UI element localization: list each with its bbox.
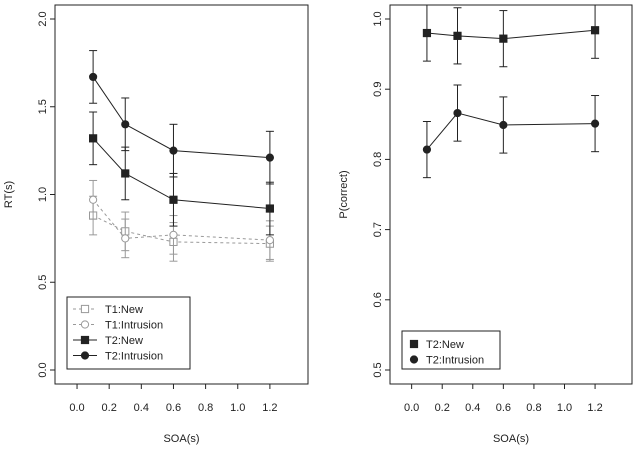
x-tick-label: 1.2: [587, 402, 602, 414]
data-point: [121, 120, 130, 129]
data-point: [422, 145, 432, 154]
legend-box: [401, 330, 501, 370]
series-t2-new: [422, 5, 600, 68]
data-point: [121, 234, 130, 243]
legend-entry: T2:Intrusion: [73, 351, 163, 363]
data-point: [265, 236, 274, 245]
x-tick-label: 0.8: [198, 402, 213, 414]
legend-entry: T1:Intrusion: [73, 320, 163, 332]
x-tick-label: 0.4: [134, 402, 149, 414]
legend-marker: [80, 335, 90, 345]
legend-entry: T2:New: [409, 339, 464, 351]
legend-label: T2:Intrusion: [426, 355, 484, 367]
series-line: [92, 138, 270, 210]
y-tick-label: 0.6: [372, 292, 384, 307]
legend-marker: [80, 351, 90, 360]
y-tick-label: 1.0: [37, 187, 49, 202]
legend-marker: [409, 355, 419, 364]
y-tick-label: 0.5: [37, 275, 49, 290]
x-axis-title: SOA(s): [163, 433, 199, 445]
data-point: [590, 26, 600, 35]
y-axis-title: P(correct): [338, 170, 350, 218]
y-tick-label: 0.5: [372, 362, 384, 377]
data-point: [89, 195, 98, 204]
series-line: [92, 199, 270, 241]
series-line: [92, 76, 270, 159]
y-axis-title: RT(s): [3, 181, 15, 208]
legend-marker: [80, 320, 90, 329]
data-point: [499, 120, 508, 130]
legend: T2:New T2:Intrusion: [401, 330, 501, 370]
x-tick-label: 1.0: [230, 402, 245, 414]
panel-2: 0.5 0.6 0.7 0.8 0.9 1.0 0.0 0.2 0.4 0.6 0.8 1.0 1.2 S…: [338, 4, 633, 445]
x-tick-label: 0.2: [435, 402, 450, 414]
plot-frame: [389, 4, 633, 385]
x-axis-title: SOA(s): [493, 433, 529, 445]
legend-marker: [409, 339, 419, 349]
legend-entry: T1:New: [73, 304, 143, 316]
legend-entry: T2:New: [73, 335, 143, 347]
legend-entry: T2:Intrusion: [409, 355, 484, 367]
series-line: [92, 215, 270, 245]
legend-label: T1:New: [105, 304, 143, 316]
x-tick-label: 0.6: [496, 402, 511, 414]
x-tick-label: 0.8: [526, 402, 541, 414]
y-tick-label: 1.0: [372, 11, 384, 26]
data-point: [265, 204, 274, 213]
series-t2-new: [89, 111, 274, 236]
x-tick-label: 0.0: [404, 402, 419, 414]
data-point: [422, 28, 432, 38]
series-line: [426, 29, 596, 40]
data-point: [169, 195, 178, 204]
data-point: [169, 146, 178, 155]
series-t2-intrusion: [89, 50, 274, 185]
legend-label: T1:Intrusion: [105, 320, 163, 332]
data-point: [590, 119, 600, 128]
y-tick-label: 0.0: [37, 362, 49, 377]
x-tick-label: 1.2: [262, 402, 277, 414]
data-point: [499, 34, 508, 43]
series-t2-intrusion: [422, 84, 600, 179]
x-tick-label: 0.6: [166, 402, 181, 414]
y-tick-label: 0.7: [372, 222, 384, 237]
data-point: [265, 153, 274, 162]
legend: T1:New T1:Intrusion T2:New T2:Intrusion: [66, 296, 191, 370]
legend-label: T2:New: [105, 335, 143, 347]
data-point: [121, 169, 130, 178]
data-point: [453, 31, 462, 40]
x-tick-label: 0.4: [465, 402, 480, 414]
y-tick-label: 0.8: [372, 152, 384, 167]
x-tick-label: 0.2: [102, 402, 117, 414]
x-tick-label: 1.0: [557, 402, 572, 414]
legend-label: T2:Intrusion: [105, 351, 163, 363]
legend-marker: [80, 304, 90, 314]
series-t1-intrusion: [89, 179, 274, 260]
y-tick-label: 1.5: [37, 99, 49, 114]
x-tick-label: 0.0: [69, 402, 84, 414]
y-tick-label: 0.9: [372, 82, 384, 97]
y-tick-label: 2.0: [37, 11, 49, 26]
series-line: [426, 112, 596, 150]
data-point: [89, 72, 98, 82]
data-point: [169, 230, 178, 239]
panel-1: 0.0 0.5 1.0 1.5 2.0 0.0 0.2 0.4 0.6 0.8 1.0 1.2 SOA(…: [3, 4, 309, 445]
data-point: [453, 108, 462, 118]
legend-label: T2:New: [426, 339, 464, 351]
data-point: [89, 134, 98, 143]
